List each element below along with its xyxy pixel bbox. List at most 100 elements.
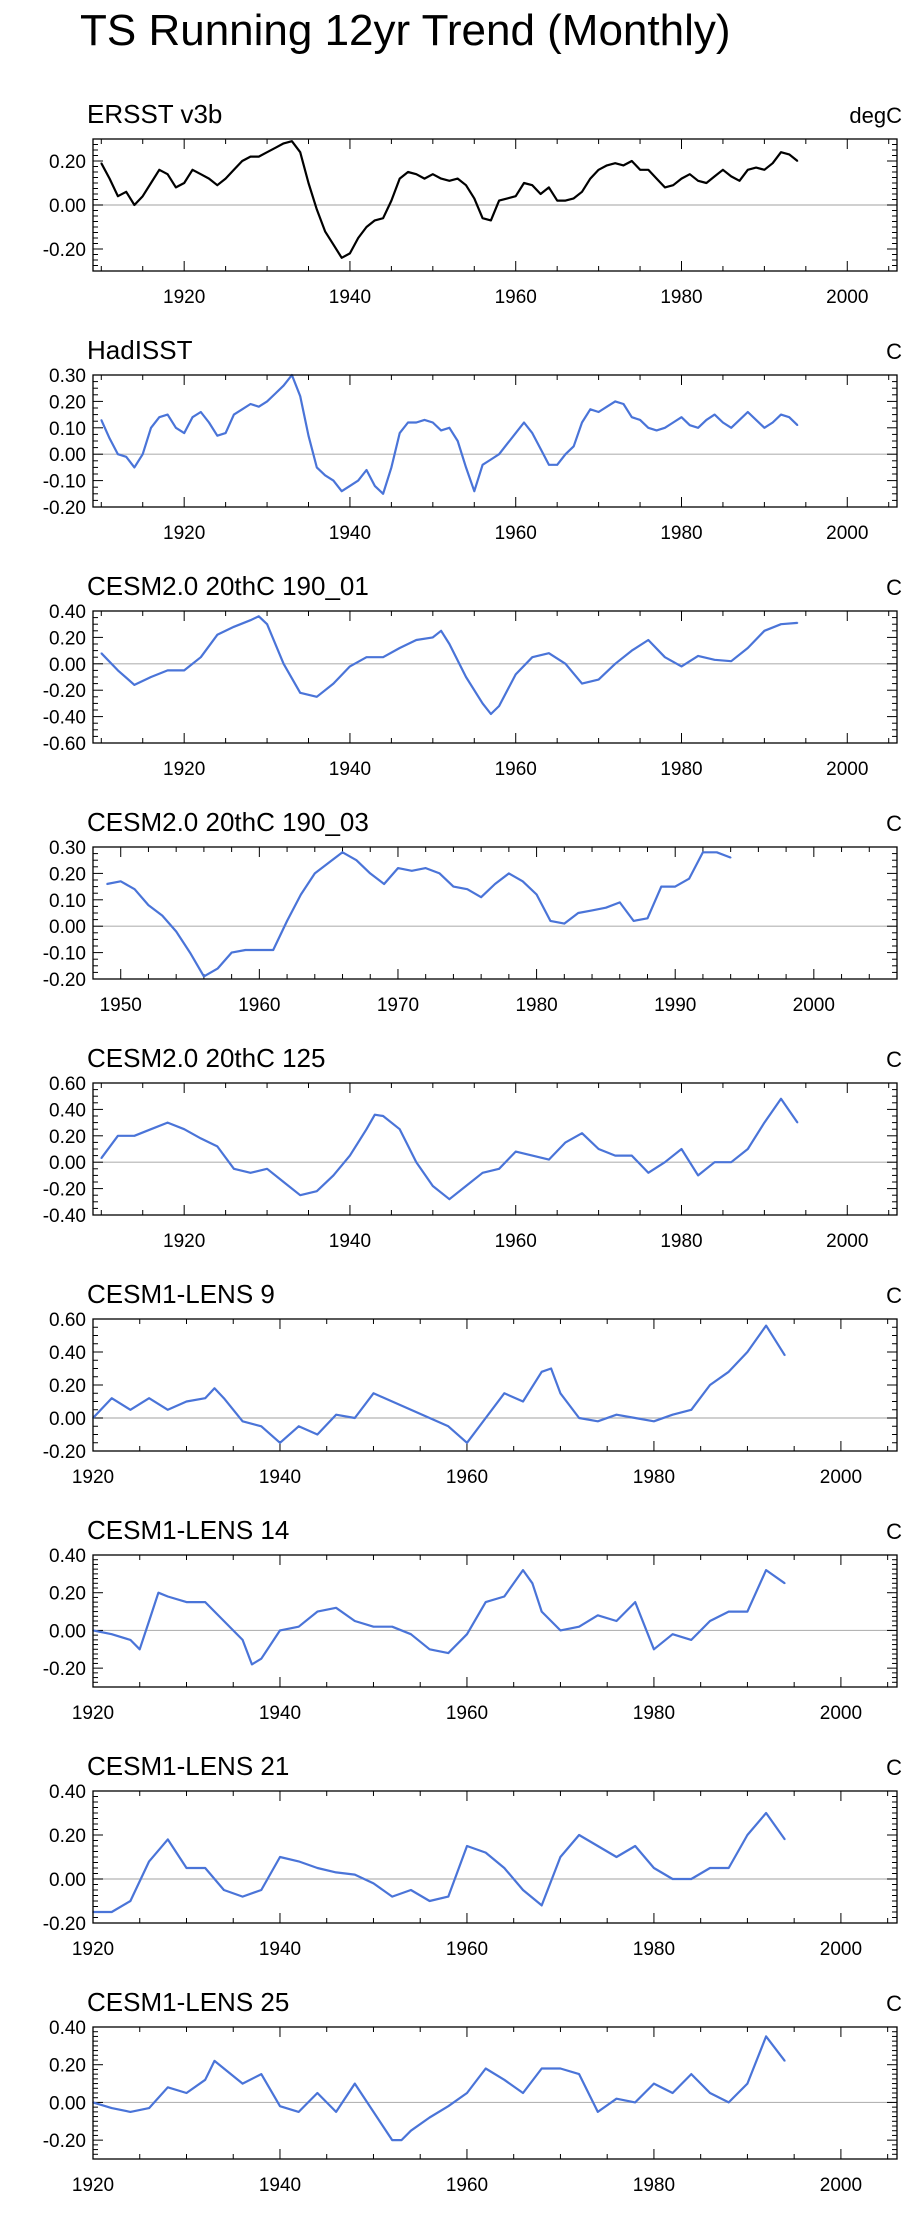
data-point bbox=[324, 230, 326, 233]
data-point bbox=[581, 1132, 583, 1134]
data-point bbox=[299, 151, 302, 153]
data-point bbox=[473, 490, 476, 493]
data-point bbox=[456, 440, 459, 442]
data-point bbox=[138, 1648, 141, 1651]
data-point bbox=[440, 630, 442, 632]
data-point bbox=[765, 1812, 767, 1814]
panel-6: CESM1-LENS 9 C 1920 1940 1960 1980 2000 -0.20 0.… bbox=[43, 1279, 902, 1488]
data-point bbox=[672, 184, 674, 186]
data-point bbox=[755, 419, 757, 421]
data-point bbox=[279, 2105, 281, 2107]
data-point bbox=[233, 169, 235, 171]
data-point bbox=[615, 1856, 618, 1858]
data-point bbox=[619, 901, 621, 904]
data-point bbox=[230, 951, 233, 954]
data-point bbox=[578, 1417, 580, 1419]
data-point bbox=[763, 169, 766, 171]
x-tick-label: 1920 bbox=[72, 1939, 114, 1960]
data-point bbox=[354, 2082, 356, 2085]
data-point bbox=[249, 1172, 252, 1174]
panel-8: CESM1-LENS 21 C 1920 1940 1960 1980 2000 -0.20 0… bbox=[43, 1751, 902, 1960]
data-point bbox=[244, 949, 247, 951]
panel-units: C bbox=[886, 1991, 902, 2016]
data-point bbox=[508, 872, 510, 875]
x-tick-label: 1920 bbox=[163, 287, 205, 308]
x-tick-label: 1980 bbox=[515, 995, 557, 1016]
data-point bbox=[466, 1845, 468, 1847]
data-point bbox=[316, 696, 318, 698]
panel-title: CESM1-LENS 25 bbox=[87, 1987, 289, 2017]
data-point bbox=[709, 1620, 711, 1622]
data-point bbox=[216, 184, 219, 186]
y-tick-label: 0.20 bbox=[49, 1584, 86, 1605]
data-point bbox=[249, 155, 252, 158]
data-point bbox=[216, 434, 219, 437]
data-point bbox=[423, 177, 426, 180]
data-point bbox=[251, 1663, 253, 1666]
data-point bbox=[466, 1633, 468, 1635]
data-point bbox=[503, 1392, 506, 1395]
data-point bbox=[316, 466, 318, 469]
data-point bbox=[581, 191, 583, 193]
data-point bbox=[167, 2086, 169, 2089]
data-point bbox=[727, 1371, 730, 1373]
data-point bbox=[100, 1157, 103, 1159]
data-point bbox=[549, 920, 552, 922]
data-point bbox=[498, 1168, 500, 1170]
data-point bbox=[680, 177, 683, 180]
data-point bbox=[266, 151, 268, 153]
data-point bbox=[738, 419, 741, 421]
data-point bbox=[465, 466, 467, 469]
x-tick-label: 1980 bbox=[660, 1231, 702, 1252]
data-point bbox=[299, 1194, 302, 1196]
data-point bbox=[796, 424, 799, 427]
data-point bbox=[279, 1442, 281, 1444]
data-point bbox=[746, 1610, 749, 1613]
data-point bbox=[166, 173, 169, 175]
data-point bbox=[108, 437, 111, 440]
data-point bbox=[466, 888, 469, 890]
data-point bbox=[213, 2060, 216, 2062]
data-point bbox=[365, 1128, 368, 1130]
data-point bbox=[639, 419, 641, 421]
data-point bbox=[332, 479, 335, 482]
data-point bbox=[200, 1137, 202, 1140]
data-point bbox=[117, 669, 119, 672]
data-point bbox=[440, 429, 442, 432]
data-point bbox=[539, 193, 542, 195]
series-line bbox=[100, 140, 799, 259]
data-point bbox=[540, 2067, 543, 2070]
data-point bbox=[747, 411, 749, 413]
data-point bbox=[523, 182, 525, 184]
data-point bbox=[631, 1154, 633, 1157]
data-point bbox=[316, 1190, 318, 1192]
data-point bbox=[357, 479, 360, 482]
x-tick-label: 1920 bbox=[72, 2175, 114, 2196]
data-point bbox=[398, 1128, 401, 1130]
data-point bbox=[185, 2092, 188, 2094]
data-point bbox=[647, 639, 650, 641]
data-point bbox=[523, 421, 525, 424]
data-point bbox=[407, 171, 409, 173]
data-point bbox=[369, 872, 372, 875]
data-point bbox=[166, 669, 169, 672]
data-point bbox=[365, 656, 368, 658]
data-point bbox=[411, 870, 413, 872]
data-point bbox=[564, 1141, 567, 1144]
data-point bbox=[631, 160, 633, 162]
data-point bbox=[572, 197, 575, 200]
data-point bbox=[274, 147, 277, 149]
data-point bbox=[365, 226, 368, 228]
data-point bbox=[314, 872, 316, 875]
data-point bbox=[335, 1413, 337, 1416]
plot-frame bbox=[92, 1554, 898, 1688]
data-point bbox=[709, 1867, 711, 1869]
data-point bbox=[382, 1115, 384, 1117]
data-point bbox=[119, 880, 122, 883]
data-point bbox=[727, 2101, 730, 2104]
x-tick-label: 1960 bbox=[446, 1467, 488, 1488]
x-tick-label: 2000 bbox=[820, 2175, 862, 2196]
data-point bbox=[556, 464, 558, 466]
data-point bbox=[514, 432, 517, 434]
data-point bbox=[540, 1610, 543, 1613]
